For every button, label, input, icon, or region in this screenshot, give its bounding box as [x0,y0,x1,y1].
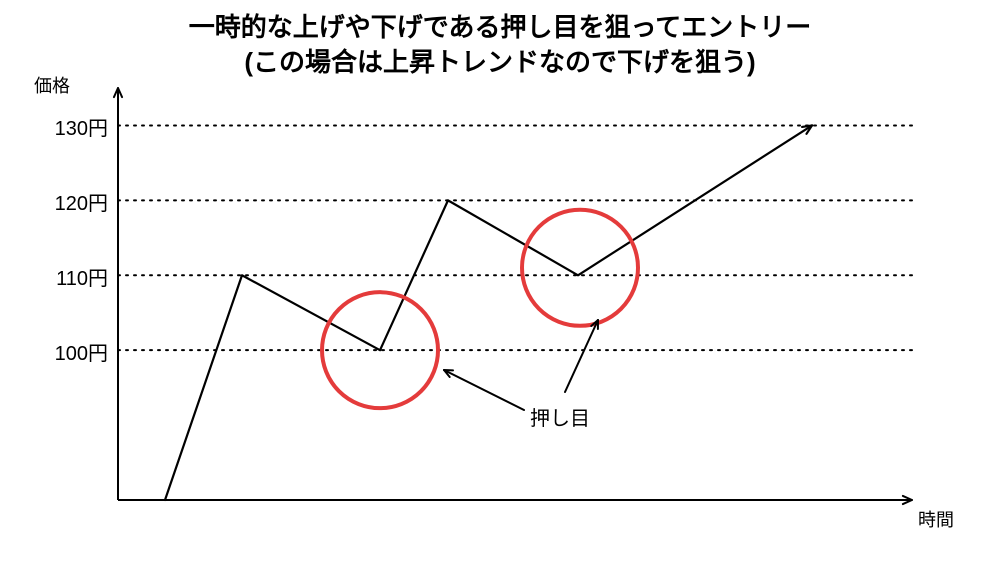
chart-svg [0,0,1000,562]
chart-stage: 一時的な上げや下げである押し目を狙ってエントリー (この場合は上昇トレンドなので… [0,0,1000,562]
annotation-arrows [444,320,598,410]
highlight-circles [322,210,638,408]
axes [114,88,912,504]
price-line [165,125,812,500]
